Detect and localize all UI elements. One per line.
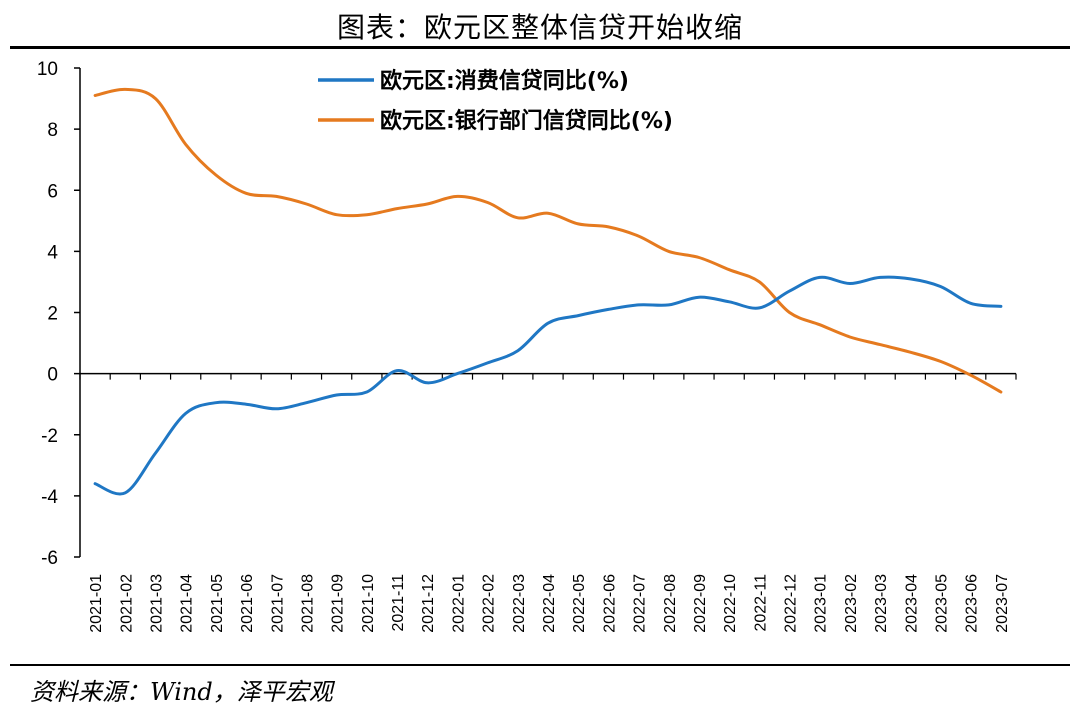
top-rule <box>10 46 1070 49</box>
series-line-2 <box>93 87 1003 394</box>
legend-label-1: 欧元区:消费信贷同比(%) <box>380 68 629 94</box>
x-tick-label: 2022-03 <box>511 574 528 633</box>
x-tick-label: 2022-07 <box>632 574 649 633</box>
x-tick-label: 2021-06 <box>239 574 256 633</box>
x-tick-label: 2022-08 <box>662 574 679 633</box>
x-tick-label: 2023-04 <box>903 574 920 633</box>
legend-label-2: 欧元区:银行部门信贷同比(%) <box>380 108 673 134</box>
x-tick-label: 2023-03 <box>873 574 890 633</box>
x-tick-label: 2021-03 <box>148 574 165 633</box>
x-tick-label: 2021-01 <box>88 574 105 633</box>
x-tick-label: 2021-11 <box>390 574 407 632</box>
x-tick-label: 2022-06 <box>601 574 618 633</box>
x-tick-label: 2021-08 <box>299 574 316 633</box>
x-tick-label: 2022-09 <box>692 574 709 633</box>
y-tick-label: 0 <box>47 365 58 386</box>
source-note: 资料来源：Wind，泽平宏观 <box>30 678 333 706</box>
x-tick-label: 2022-02 <box>481 574 498 633</box>
x-tick-label: 2021-07 <box>269 574 286 633</box>
y-tick-label: 4 <box>47 242 58 263</box>
y-tick-label: -4 <box>41 487 58 508</box>
y-tick-label: 8 <box>47 120 58 141</box>
x-tick-label: 2021-02 <box>118 574 135 633</box>
y-tick-label: -6 <box>41 548 58 569</box>
chart-axes: 10 8 6 4 2 0 -2 -4 -6 2021-01 2021-02 2021-03 2021-0… <box>37 59 1017 633</box>
x-tick-label: 2022-11 <box>752 574 769 632</box>
x-tick-label: 2021-09 <box>330 574 347 633</box>
chart-title: 图表：欧元区整体信贷开始收缩 <box>336 11 743 44</box>
x-tick-label: 2022-04 <box>541 574 558 633</box>
x-tick-label: 2023-05 <box>934 574 951 633</box>
x-tick-label: 2022-05 <box>571 574 588 633</box>
chart-legend: 欧元区:消费信贷同比(%) 欧元区:银行部门信贷同比(%) <box>318 68 673 134</box>
x-tick-label: 2021-12 <box>420 574 437 633</box>
x-tick-label: 2021-10 <box>360 574 377 633</box>
x-tick-label: 2022-10 <box>722 574 739 633</box>
y-tick-label: 6 <box>47 181 58 202</box>
chart-series <box>93 87 1003 496</box>
y-tick-label: 10 <box>37 59 58 80</box>
x-tick-label: 2022-01 <box>450 574 467 633</box>
line-chart: 10 8 6 4 2 0 -2 -4 -6 2021-01 2021-02 2021-03 2021-0… <box>37 59 1017 633</box>
x-tick-label: 2023-01 <box>813 574 830 633</box>
x-tick-label: 2023-02 <box>843 574 860 633</box>
x-tick-label: 2021-05 <box>209 574 226 633</box>
x-tick-label: 2021-04 <box>179 574 196 633</box>
series-line-1 <box>93 275 1003 496</box>
y-tick-label: 2 <box>47 304 58 325</box>
x-tick-label: 2023-07 <box>994 574 1011 633</box>
y-tick-label: -2 <box>41 426 58 447</box>
x-tick-label: 2022-12 <box>783 574 800 633</box>
x-tick-label: 2023-06 <box>964 574 981 633</box>
bottom-rule <box>10 664 1070 666</box>
